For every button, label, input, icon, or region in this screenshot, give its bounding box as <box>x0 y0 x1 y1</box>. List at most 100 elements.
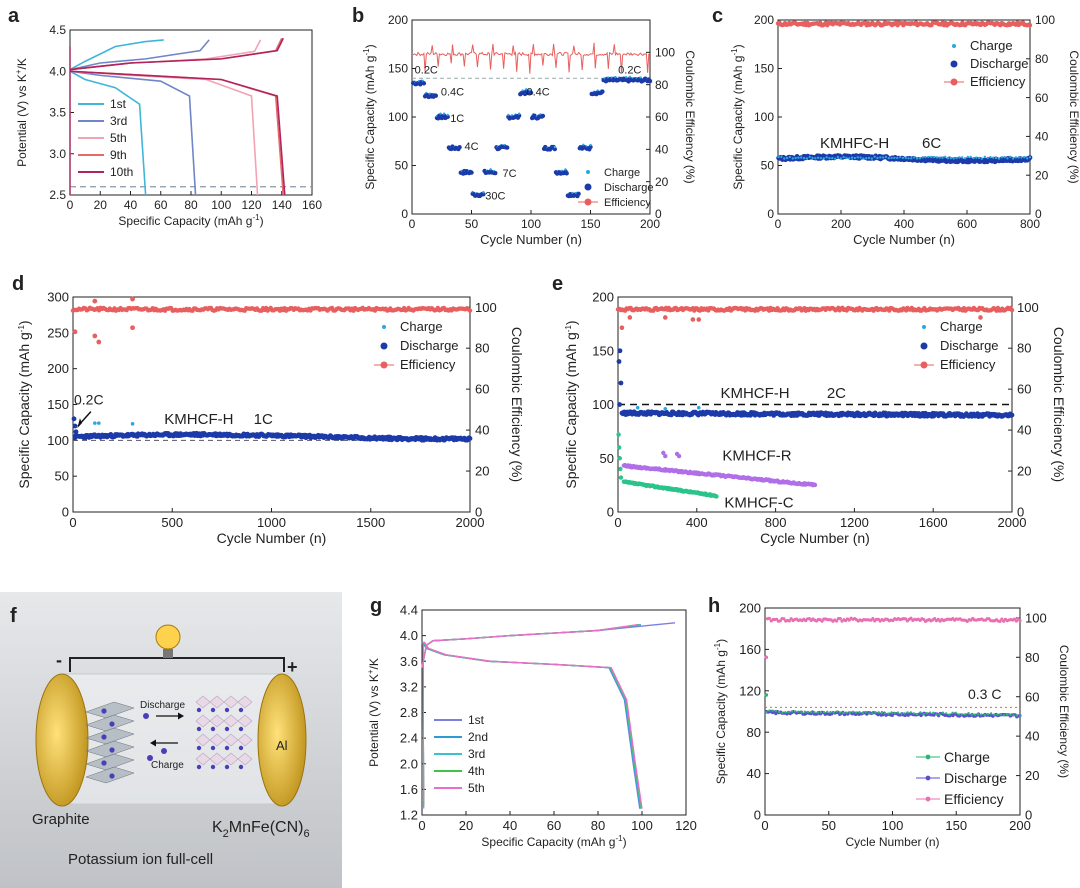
charge-point <box>870 157 874 160</box>
x-tick-label: 200 <box>1009 818 1031 833</box>
charge-point <box>890 711 893 714</box>
legend-label-discharge: Discharge <box>604 182 654 194</box>
charge-point <box>944 712 948 715</box>
x-tick-label: 40 <box>124 198 138 212</box>
y-tick-label: 50 <box>55 469 69 484</box>
y-tick-label: 0 <box>62 505 69 520</box>
discharge-point <box>433 93 438 98</box>
y-tick-label: 250 <box>47 325 69 340</box>
panel-letter-d: d <box>12 273 24 295</box>
charge-point <box>856 156 859 159</box>
y-axis-label-main: Specific Capacity (mAh g <box>16 332 32 488</box>
cathode-formula-part: K <box>212 819 223 836</box>
x-tick-label: 2000 <box>456 515 485 530</box>
charge-point <box>850 156 854 159</box>
x-tick-label: 150 <box>580 217 600 231</box>
charge-point <box>1000 156 1003 159</box>
y-axis-label: Potential (V) vs K+/K <box>14 58 29 167</box>
potassium-ion-anode <box>101 760 107 766</box>
charge-point <box>884 155 888 159</box>
light-bulb-icon <box>155 624 181 650</box>
discharge-point <box>564 171 569 176</box>
charge-point <box>777 155 780 159</box>
legend-marker-charge <box>382 325 386 329</box>
y-axis-label-main: Specific Capacity (mAh g <box>731 56 745 190</box>
discharge-point <box>445 114 450 120</box>
charge-point <box>819 711 823 714</box>
charge-point <box>808 155 811 159</box>
y2-tick-label: 100 <box>1025 610 1047 625</box>
x-tick-label: 20 <box>459 818 473 833</box>
charge-point <box>836 155 840 159</box>
legend-label-9th: 9th <box>110 148 127 162</box>
y-tick-label: 1.2 <box>400 808 418 823</box>
charge-point <box>845 711 848 714</box>
potassium-ion-cathode <box>210 707 216 713</box>
charge-point <box>867 156 871 160</box>
charge-point <box>969 155 972 159</box>
x-axis-label: Cycle Number (n) <box>845 835 939 849</box>
charge-point <box>1023 155 1026 159</box>
efficiency-point <box>1014 619 1018 623</box>
discharge-point <box>1009 412 1015 418</box>
initial-step-5th <box>422 642 425 803</box>
discharge-initial <box>618 380 624 386</box>
potassium-ion-anode <box>101 734 107 740</box>
charge-curve-3rd <box>69 39 210 71</box>
x-tick-label: 50 <box>822 818 836 833</box>
discharge-curve-1st <box>69 70 147 196</box>
legend-label-discharge: Discharge <box>940 338 999 353</box>
plot-frame <box>421 609 687 816</box>
charge-point <box>829 710 832 714</box>
y-tick-label: 4.5 <box>49 23 66 37</box>
positive-terminal-label: + <box>287 657 298 677</box>
discharge-point <box>481 191 486 197</box>
y2-tick-label: 0 <box>475 505 482 520</box>
charge-point <box>874 711 877 714</box>
x-tick-label: 60 <box>154 198 168 212</box>
charge-point <box>977 712 980 716</box>
charge-point <box>963 157 967 160</box>
kmhcf-c-initial <box>618 466 623 472</box>
charge-point <box>887 712 890 715</box>
charge-point <box>932 155 936 159</box>
x-axis-label-main: Specific Capacity (mAh g <box>118 214 252 228</box>
legend-label-efficiency: Efficiency <box>944 791 1004 807</box>
legend-label-2nd: 2nd <box>468 730 488 744</box>
charge-point <box>797 710 800 713</box>
external-circuit-wire <box>69 657 285 672</box>
panel-letter-c: c <box>712 5 723 27</box>
y-axis-label-end: ) <box>363 44 377 48</box>
charge-point <box>896 156 899 160</box>
charge-point <box>819 156 823 160</box>
sample-label: KMHFC-H <box>820 135 889 152</box>
rate-label: 0.4C <box>527 87 550 99</box>
charge-point <box>1009 155 1012 159</box>
kmhcf-c-initial <box>616 432 621 437</box>
y-tick-label: 4.0 <box>400 628 418 643</box>
charge-point <box>862 157 865 160</box>
charge-spike <box>663 407 668 411</box>
y-axis-label-main: Specific Capacity (mAh g <box>563 332 579 488</box>
potassium-ion-cathode <box>210 726 216 732</box>
charge-point <box>777 710 781 714</box>
discharge-point <box>588 144 593 150</box>
charge-point <box>785 156 789 160</box>
y-axis-label-sup: -1 <box>730 48 739 56</box>
charge-point <box>992 156 995 159</box>
x-tick-label: 100 <box>631 818 653 833</box>
charge-point <box>946 156 950 160</box>
charge-point <box>949 156 953 160</box>
y2-tick-label: 20 <box>1025 768 1039 783</box>
y2-tick-label: 80 <box>1017 341 1031 356</box>
rate-label: 6C <box>922 135 941 152</box>
potassium-ion-cathode <box>196 726 202 732</box>
kmhcf-r-spike <box>663 453 668 459</box>
discharge-initial <box>72 423 78 429</box>
charge-point <box>877 711 880 714</box>
charge-point <box>957 713 961 716</box>
discharge-point <box>467 436 473 441</box>
panel-d: 0 500 1000 1500 2000050100150200250300020406… <box>16 290 525 546</box>
y-tick-label: 100 <box>754 110 774 124</box>
